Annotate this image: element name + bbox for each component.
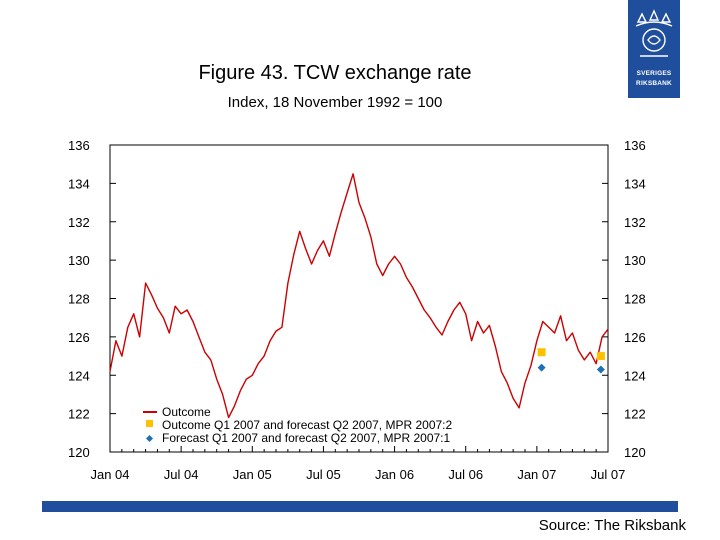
y-tick-label-right: 132 [624, 215, 646, 230]
footer-bar [42, 501, 678, 512]
chart-area: 120 122 124 126 128 130 132 134 136 120 122 124 126… [68, 138, 646, 482]
y-tick-label-right: 122 [624, 407, 646, 422]
y-tick-label-left: 132 [68, 215, 90, 230]
chart-title: Figure 43. TCW exchange rate [198, 62, 472, 84]
y-tick-label-right: 136 [624, 138, 646, 153]
x-tick-label: Jan 06 [375, 467, 414, 482]
y-tick-label-right: 128 [624, 292, 646, 307]
legend-swatch-outcome-q1 [146, 420, 153, 427]
source-note: Source: The Riksbank [538, 517, 686, 534]
y-tick-label-right: 120 [624, 445, 646, 460]
logo-text-line2: RIKSBANK [636, 80, 672, 87]
riksbank-logo: SVERIGES RIKSBANK [628, 0, 680, 98]
x-tick-label: Jul 04 [164, 467, 199, 482]
series-layer [109, 173, 609, 419]
legend-label-outcome: Outcome [162, 405, 211, 419]
y-axis-left: 120 122 124 126 128 130 132 134 136 [68, 138, 116, 460]
x-tick-label: Jul 05 [306, 467, 341, 482]
y-tick-label-right: 130 [624, 253, 646, 268]
outcome-q1-marker [537, 348, 546, 357]
chart-subtitle: Index, 18 November 1992 = 100 [227, 94, 443, 111]
y-tick-label-left: 134 [68, 176, 90, 191]
outcome-line [109, 173, 609, 419]
y-tick-label-left: 136 [68, 138, 90, 153]
crown-emblem-icon [635, 9, 673, 57]
x-axis: Jan 04 Jul 04 Jan 05 Jul 05 Jan 06 Jul 06 Jan … [90, 446, 625, 482]
y-tick-label-left: 128 [68, 292, 90, 307]
x-tick-label: Jul 06 [448, 467, 483, 482]
outcome-q1-marker [596, 352, 605, 361]
forecast-q1-marker [596, 365, 605, 374]
legend-label-forecast-q1: Forecast Q1 2007 and forecast Q2 2007, M… [162, 431, 450, 445]
y-tick-label-right: 134 [624, 176, 646, 191]
x-tick-label: Jan 07 [517, 467, 556, 482]
y-tick-label-right: 126 [624, 330, 646, 345]
y-tick-label-left: 120 [68, 445, 90, 460]
y-tick-label-left: 124 [68, 368, 90, 383]
forecast-q1-marker [537, 363, 546, 372]
legend-swatch-forecast-q1 [146, 435, 153, 442]
y-tick-label-left: 130 [68, 253, 90, 268]
legend-label-outcome-q1: Outcome Q1 2007 and forecast Q2 2007, MP… [162, 418, 453, 432]
x-tick-label: Jul 07 [591, 467, 626, 482]
x-tick-label: Jan 05 [233, 467, 272, 482]
logo-text-line1: SVERIGES [636, 70, 672, 77]
y-axis-right: 120 122 124 126 128 130 132 134 136 [602, 138, 646, 460]
y-tick-label-left: 126 [68, 330, 90, 345]
y-tick-label-right: 124 [624, 368, 646, 383]
x-tick-label: Jan 04 [90, 467, 129, 482]
y-tick-label-left: 122 [68, 407, 90, 422]
